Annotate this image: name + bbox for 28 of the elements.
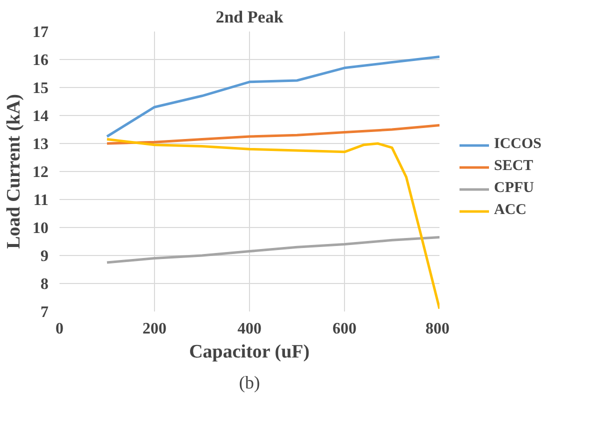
x-tick-label: 400 <box>238 320 262 338</box>
line-series <box>106 55 440 138</box>
x-axis-title: Capacitor (uF) <box>189 342 310 362</box>
line-series <box>106 124 440 145</box>
y-tick-label: 17 <box>32 24 48 41</box>
y-tick-label: 16 <box>32 52 48 69</box>
y-axis-title: Load Current (kA) <box>4 94 24 249</box>
y-tick-label: 12 <box>32 164 48 181</box>
x-tick-label: 600 <box>332 320 356 338</box>
x-tick-label: 800 <box>426 320 450 338</box>
y-tick-label: 13 <box>32 136 48 153</box>
legend-label: ICCOS <box>494 136 542 153</box>
y-tick-label: 8 <box>40 276 48 293</box>
x-tick-label: 200 <box>142 320 166 338</box>
y-tick-label: 14 <box>32 108 48 125</box>
legend-label: CPFU <box>494 180 534 197</box>
y-tick-label: 10 <box>32 220 48 237</box>
legend-label: ACC <box>494 202 526 219</box>
y-tick-label: 7 <box>40 304 48 321</box>
chart-title: 2nd Peak <box>216 8 284 26</box>
y-tick-label: 9 <box>40 248 48 265</box>
line-series <box>106 236 440 264</box>
legend-label: SECT <box>494 158 534 175</box>
line-series <box>106 138 440 310</box>
y-tick-label: 15 <box>32 80 48 97</box>
y-tick-label: 11 <box>33 192 49 209</box>
text: (b) <box>239 372 260 392</box>
x-tick-label: 0 <box>56 320 64 338</box>
